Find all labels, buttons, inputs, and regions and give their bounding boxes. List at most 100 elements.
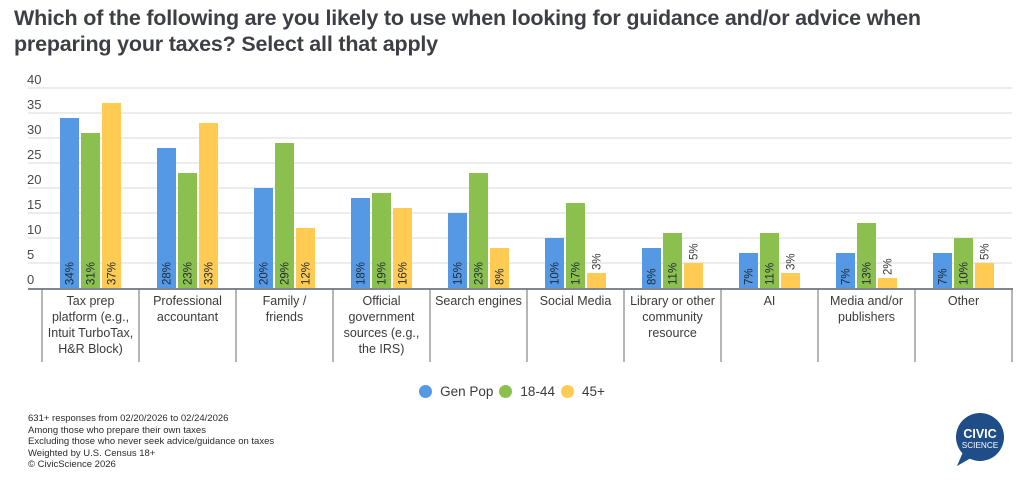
data-label: 19%: [377, 262, 389, 285]
category-label: Tax prep platform (e.g., Intuit TurboTax, H…: [48, 294, 133, 356]
footnote-line: © CivicScience 2026: [28, 459, 116, 471]
y-tick-label: 35: [27, 97, 41, 112]
bar-18-44: [178, 173, 197, 288]
bar-18-44: [566, 203, 585, 288]
legend-item: 18-44: [499, 384, 555, 399]
logo-text-civic: CIVIC: [963, 427, 996, 441]
logo-bubble-icon: [956, 413, 1004, 461]
y-tick-label: 20: [27, 172, 41, 187]
bar-45-: [975, 263, 994, 288]
data-label: 33%: [204, 262, 216, 285]
y-tick-label: 5: [27, 247, 34, 262]
data-label: 15%: [453, 262, 465, 285]
bars: 34% 31% 37% 28% 23% 33% 20% 29% 12% 18% 19% 16% 15% 2…: [60, 103, 994, 288]
bar-gen-pop: [157, 148, 176, 288]
data-label: 23%: [183, 262, 195, 285]
category-label: Social Media: [540, 294, 612, 308]
data-label: 2%: [883, 258, 895, 275]
data-label: 23%: [474, 262, 486, 285]
category-label: Professional accountant: [153, 294, 222, 324]
y-tick-label: 40: [27, 72, 41, 87]
category-labels: Tax prep platform (e.g., Intuit TurboTax, H…: [48, 294, 979, 356]
legend-dot-icon: [560, 385, 574, 398]
bar-45-: [684, 263, 703, 288]
bar-45-: [296, 228, 315, 288]
bar-18-44: [372, 193, 391, 288]
footnote-line: Weighted by U.S. Census 18+: [28, 447, 156, 459]
footnote-line: Excluding those who never seek advice/gu…: [28, 436, 275, 448]
y-tick-label: 25: [27, 147, 41, 162]
data-label: 7%: [744, 268, 756, 285]
legend-label: Gen Pop: [440, 384, 494, 399]
footnotes: 631+ responses from 02/20/2026 to 02/24/…: [28, 413, 274, 471]
data-label: 11%: [765, 263, 777, 285]
legend-item: Gen Pop: [419, 384, 493, 399]
bar-gen-pop: [448, 213, 467, 288]
y-tick-label: 10: [27, 222, 41, 237]
category-label: Official government sources (e.g., the IRS): [344, 294, 420, 356]
data-label: 16%: [398, 262, 410, 285]
data-label: 10%: [550, 262, 562, 285]
y-axis-ticks: 0 5 10 15 20 25 30 35 40: [27, 72, 41, 287]
bar-18-44: [857, 223, 876, 288]
bar-45-: [102, 103, 121, 288]
bar-45-: [199, 123, 218, 288]
data-label: 31%: [86, 262, 98, 285]
data-label: 8%: [647, 268, 659, 285]
data-label: 8%: [495, 268, 507, 285]
data-label: 29%: [280, 262, 292, 285]
category-label: Family / friends: [263, 294, 307, 324]
bar-chart: 0 5 10 15 20 25 30 35 40 34% 31% 37% 28% 23% 33% 20% 29…: [27, 72, 1013, 362]
legend-dot-icon: [499, 385, 513, 398]
bar-18-44: [663, 233, 682, 288]
y-tick-label: 15: [27, 197, 41, 212]
y-tick-label: 30: [27, 122, 41, 137]
bar-18-44: [760, 233, 779, 288]
data-label: 10%: [959, 262, 971, 285]
bar-45-: [393, 208, 412, 288]
gridlines: [28, 87, 1012, 264]
data-label: 3%: [592, 253, 604, 270]
footnote-line: Among those who prepare their own taxes: [28, 424, 206, 436]
legend-label: 45+: [581, 384, 605, 399]
bar-45-: [878, 278, 897, 288]
data-label: 7%: [938, 268, 950, 285]
bar-45-: [781, 273, 800, 288]
data-label: 5%: [689, 243, 701, 260]
civicscience-logo: CIVIC SCIENCE: [956, 413, 1004, 466]
bar-gen-pop: [836, 253, 855, 288]
data-label: 17%: [571, 262, 583, 285]
bar-gen-pop: [739, 253, 758, 288]
category-label: Media and/or publishers: [830, 294, 903, 324]
data-label: 37%: [107, 262, 119, 285]
logo-tail-icon: [957, 452, 971, 466]
category-label: Search engines: [435, 294, 522, 308]
logo-text-science: SCIENCE: [962, 441, 999, 450]
category-label: Other: [948, 294, 979, 308]
bar-18-44: [954, 238, 973, 288]
data-label: 5%: [980, 243, 992, 260]
category-label: Library or other community resource: [630, 294, 715, 340]
bar-gen-pop: [351, 198, 370, 288]
bar-45-: [490, 248, 509, 288]
bar-gen-pop: [254, 188, 273, 288]
bar-18-44: [469, 173, 488, 288]
legend-item: 45+: [560, 384, 605, 399]
data-label: 18%: [356, 262, 368, 285]
bar-gen-pop: [60, 118, 79, 288]
legend: Gen Pop 18-44 45+: [0, 384, 1024, 401]
chart-title: Which of the following are you likely to…: [14, 6, 921, 56]
y-tick-label: 0: [27, 272, 34, 287]
legend-dot-icon: [419, 385, 433, 398]
x-axis: [28, 288, 1013, 362]
bar-45-: [587, 273, 606, 288]
bar-gen-pop: [933, 253, 952, 288]
data-label: 28%: [162, 262, 174, 285]
bar-18-44: [81, 133, 100, 288]
data-label: 7%: [841, 268, 853, 285]
footnote-line: 631+ responses from 02/20/2026 to 02/24/…: [28, 413, 229, 424]
data-label: 13%: [862, 262, 874, 285]
data-label: 12%: [301, 262, 313, 285]
data-label: 20%: [259, 262, 271, 285]
legend-label: 18-44: [520, 384, 555, 399]
